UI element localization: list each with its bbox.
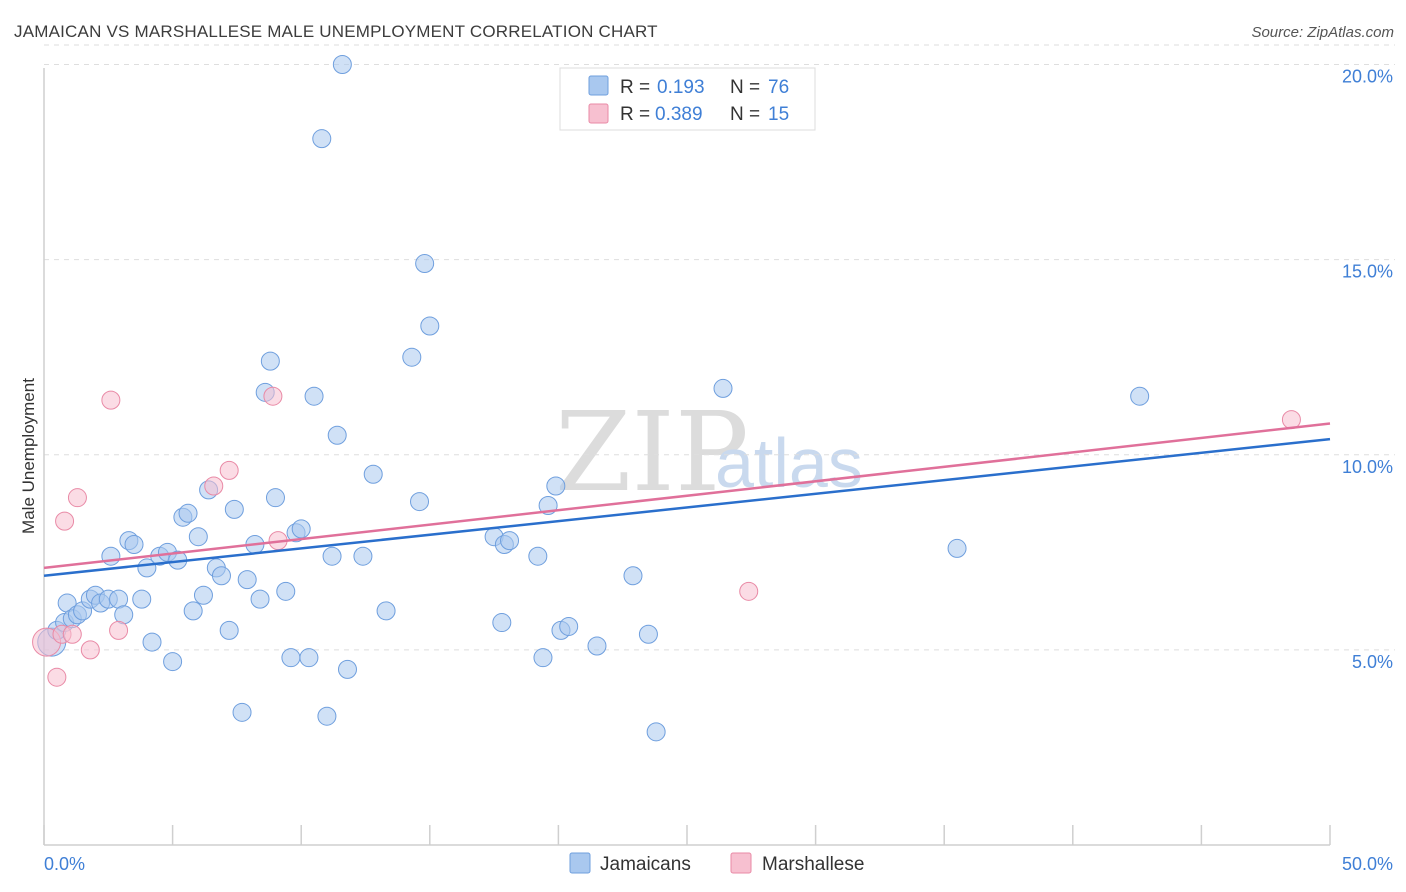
marshallese-point	[80, 640, 100, 660]
series-legend: Jamaicans Marshallese	[569, 852, 864, 875]
jamaicans-point	[546, 476, 566, 496]
x-ticks	[43, 825, 1331, 845]
marshallese-point	[739, 581, 759, 601]
jamaicans-point	[337, 659, 357, 679]
trend-lines	[43, 422, 1331, 577]
jamaicans-point	[500, 531, 520, 551]
jamaicans-point	[281, 648, 301, 668]
legend-r-label-jamaicans: R =	[620, 77, 650, 98]
y-tick-labels: 5.0% 10.0% 15.0% 20.0%	[1342, 67, 1393, 672]
legend-swatch-marshallese	[588, 103, 609, 124]
legend-n-value-jamaicans: 76	[768, 77, 789, 98]
y-tick-label: 20.0%	[1342, 67, 1393, 87]
legend-n-label-marshallese: N =	[730, 104, 760, 125]
stats-legend: R = 0.193 N = 76 R = 0.389 N = 15	[559, 67, 816, 131]
jamaicans-point	[533, 648, 553, 668]
marshallese-point	[47, 667, 67, 687]
jamaicans-point	[219, 620, 239, 640]
jamaicans-point	[559, 616, 579, 636]
legend-r-value-marshallese: 0.389	[655, 104, 703, 125]
jamaicans-point	[410, 492, 430, 512]
y-tick-label: 5.0%	[1352, 652, 1393, 672]
jamaicans-point	[528, 546, 548, 566]
source-attribution: Source: ZipAtlas.com	[1251, 24, 1394, 41]
marshallese-point	[55, 511, 75, 531]
jamaicans-point	[363, 464, 383, 484]
marshallese-point	[263, 386, 283, 406]
jamaicans-point	[376, 601, 396, 621]
jamaicans-point	[265, 488, 285, 508]
jamaicans-point	[332, 55, 352, 75]
jamaicans-point	[237, 570, 257, 590]
y-tick-label: 15.0%	[1342, 262, 1393, 282]
jamaicans-point	[193, 585, 213, 605]
jamaicans-point	[291, 519, 311, 539]
marshallese-point	[204, 476, 224, 496]
jamaicans-point	[250, 589, 270, 609]
gridlines	[44, 44, 1395, 651]
marshallese-point	[62, 624, 82, 644]
jamaicans-point	[224, 499, 244, 519]
jamaicans-point	[317, 706, 337, 726]
jamaicans-point	[947, 538, 967, 558]
watermark-zip: ZIP	[555, 388, 749, 516]
jamaicans-point	[1130, 386, 1150, 406]
jamaicans-point	[312, 129, 332, 149]
bottom-legend-label-jamaicans: Jamaicans	[600, 854, 691, 875]
y-tick-label: 10.0%	[1342, 457, 1393, 477]
marshallese-point	[109, 620, 129, 640]
legend-n-label-jamaicans: N =	[730, 77, 760, 98]
jamaicans-point	[142, 632, 162, 652]
trend-line-marshallese	[43, 422, 1331, 570]
jamaicans-point	[646, 722, 666, 742]
legend-swatch-jamaicans	[588, 75, 609, 96]
legend-r-label-marshallese: R =	[620, 104, 650, 125]
jamaicans-point	[420, 316, 440, 336]
jamaicans-point	[353, 546, 373, 566]
bottom-legend-swatch-jamaicans	[569, 852, 591, 874]
jamaicans-point	[232, 702, 252, 722]
bottom-legend-swatch-marshallese	[730, 852, 752, 874]
jamaicans-point	[713, 378, 733, 398]
jamaicans-point	[638, 624, 658, 644]
jamaicans-point	[587, 636, 607, 656]
bottom-legend-label-marshallese: Marshallese	[762, 854, 864, 875]
legend-n-value-marshallese: 15	[768, 104, 789, 125]
jamaicans-point	[260, 351, 280, 371]
jamaicans-point	[299, 648, 319, 668]
jamaicans-point	[178, 503, 198, 523]
chart-title: JAMAICAN VS MARSHALLESE MALE UNEMPLOYMEN…	[14, 22, 658, 41]
jamaicans-point	[415, 254, 435, 274]
watermark: ZIP atlas	[555, 388, 863, 516]
trend-line-jamaicans	[43, 437, 1331, 577]
series-marshallese	[32, 386, 1301, 687]
jamaicans-point	[327, 425, 347, 445]
jamaicans-point	[132, 589, 152, 609]
marshallese-point	[219, 460, 239, 480]
jamaicans-point	[623, 566, 643, 586]
jamaicans-point	[276, 581, 296, 601]
jamaicans-point	[322, 546, 342, 566]
jamaicans-point	[188, 527, 208, 547]
marshallese-point	[101, 390, 121, 410]
x-tick-label-max: 50.0%	[1342, 854, 1393, 874]
marshallese-point	[67, 488, 87, 508]
jamaicans-point	[304, 386, 324, 406]
jamaicans-point	[124, 535, 144, 555]
jamaicans-point	[211, 566, 231, 586]
jamaicans-point	[101, 546, 121, 566]
y-axis-label: Male Unemployment	[19, 378, 38, 534]
jamaicans-point	[492, 613, 512, 633]
jamaicans-point	[402, 347, 422, 367]
legend-r-value-jamaicans: 0.193	[657, 77, 705, 98]
jamaicans-point	[183, 601, 203, 621]
x-tick-label-min: 0.0%	[44, 854, 85, 874]
jamaicans-point	[163, 652, 183, 672]
